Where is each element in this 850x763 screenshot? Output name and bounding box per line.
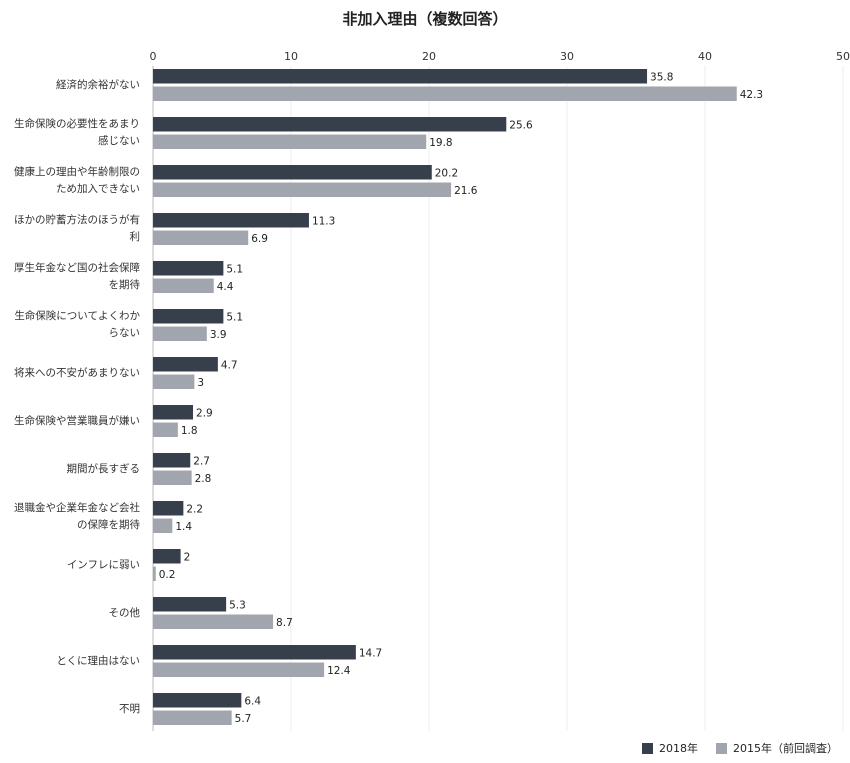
bar (153, 422, 178, 437)
data-label: 5.1 (226, 264, 243, 276)
category-label: とくに理由はない (56, 654, 140, 667)
bar (153, 86, 737, 101)
legend-swatch (642, 742, 653, 754)
data-label: 14.7 (359, 648, 382, 660)
data-label: 42.3 (740, 89, 763, 101)
bar (153, 645, 356, 660)
data-label: 2.2 (186, 504, 203, 516)
bar (153, 710, 232, 725)
data-label: 5.3 (229, 600, 246, 612)
bar (153, 278, 214, 293)
bar (153, 501, 184, 516)
data-label: 11.3 (312, 216, 335, 228)
bar (153, 549, 181, 564)
bar (153, 693, 242, 708)
data-label: 4.7 (221, 360, 238, 372)
data-label: 3 (197, 377, 204, 389)
data-label: 2 (184, 552, 191, 564)
bar (153, 614, 274, 629)
data-label: 1.4 (175, 521, 192, 533)
data-label: 12.4 (327, 665, 351, 677)
bar (153, 453, 191, 468)
bar (153, 117, 507, 132)
category-label: 生命保険についてよくわからない (14, 310, 140, 339)
legend-label: 2015年（前回調査） (733, 742, 838, 755)
data-label: 25.6 (509, 120, 533, 132)
category-label: 厚生年金など国の社会保障を期待 (14, 262, 140, 291)
category-label: 健康上の理由や年齢制限のため加入できない (14, 166, 140, 195)
data-label: 0.2 (159, 569, 176, 581)
data-label: 3.9 (210, 329, 227, 341)
x-tick-label: 50 (836, 50, 850, 63)
category-label: 生命保険や営業職員が嫌い (14, 414, 140, 427)
x-tick-label: 0 (150, 50, 157, 63)
data-label: 1.8 (181, 425, 198, 437)
category-label: インフレに弱い (66, 558, 140, 571)
bar (153, 597, 227, 612)
x-tick-label: 40 (698, 50, 712, 63)
category-label: 経済的余裕がない (56, 78, 140, 91)
legend: 2018年 2015年（前回調査） (642, 740, 838, 756)
data-label: 8.7 (276, 617, 293, 629)
data-label: 2.9 (196, 408, 213, 420)
data-label: 2.8 (195, 473, 212, 485)
category-label: その他 (108, 606, 141, 619)
bar (153, 261, 224, 276)
bar (153, 566, 156, 581)
bar (153, 165, 432, 180)
data-label: 5.7 (235, 713, 252, 725)
bar (153, 309, 224, 324)
category-label: 退職金や企業年金など会社の保障を期待 (14, 502, 140, 531)
legend-item: 2015年（前回調査） (716, 740, 838, 756)
bar (153, 374, 195, 389)
data-label: 21.6 (454, 185, 478, 197)
chart-title: 非加入理由（複数回答） (342, 10, 508, 28)
bar (153, 230, 249, 245)
category-label: ほかの貯蓄方法のほうが有利 (14, 214, 140, 243)
data-label: 2.7 (193, 456, 210, 468)
x-tick-label: 10 (284, 50, 298, 63)
category-label: 不明 (119, 702, 140, 715)
data-label: 6.9 (251, 233, 268, 245)
bar (153, 326, 207, 341)
bar (153, 405, 194, 420)
x-tick-label: 20 (422, 50, 436, 63)
bar (153, 213, 309, 228)
bar (153, 470, 192, 485)
bar (153, 134, 427, 149)
bar (153, 182, 452, 197)
data-label: 4.4 (217, 281, 234, 293)
bar (153, 69, 648, 84)
category-label: 将来への不安があまりない (14, 366, 140, 379)
data-label: 6.4 (244, 696, 261, 708)
category-label: 生命保険の必要性をあまり感じない (14, 118, 140, 147)
bar (153, 662, 325, 677)
legend-label: 2018年 (659, 742, 698, 755)
bar (153, 518, 173, 533)
legend-item: 2018年 (642, 740, 698, 756)
category-label: 期間が長すぎる (66, 462, 141, 475)
data-label: 19.8 (429, 137, 452, 149)
x-tick-label: 30 (560, 50, 574, 63)
bar (153, 357, 218, 372)
data-label: 5.1 (226, 312, 243, 324)
data-label: 35.8 (650, 72, 673, 84)
data-label: 20.2 (435, 168, 458, 180)
legend-swatch (716, 742, 727, 754)
